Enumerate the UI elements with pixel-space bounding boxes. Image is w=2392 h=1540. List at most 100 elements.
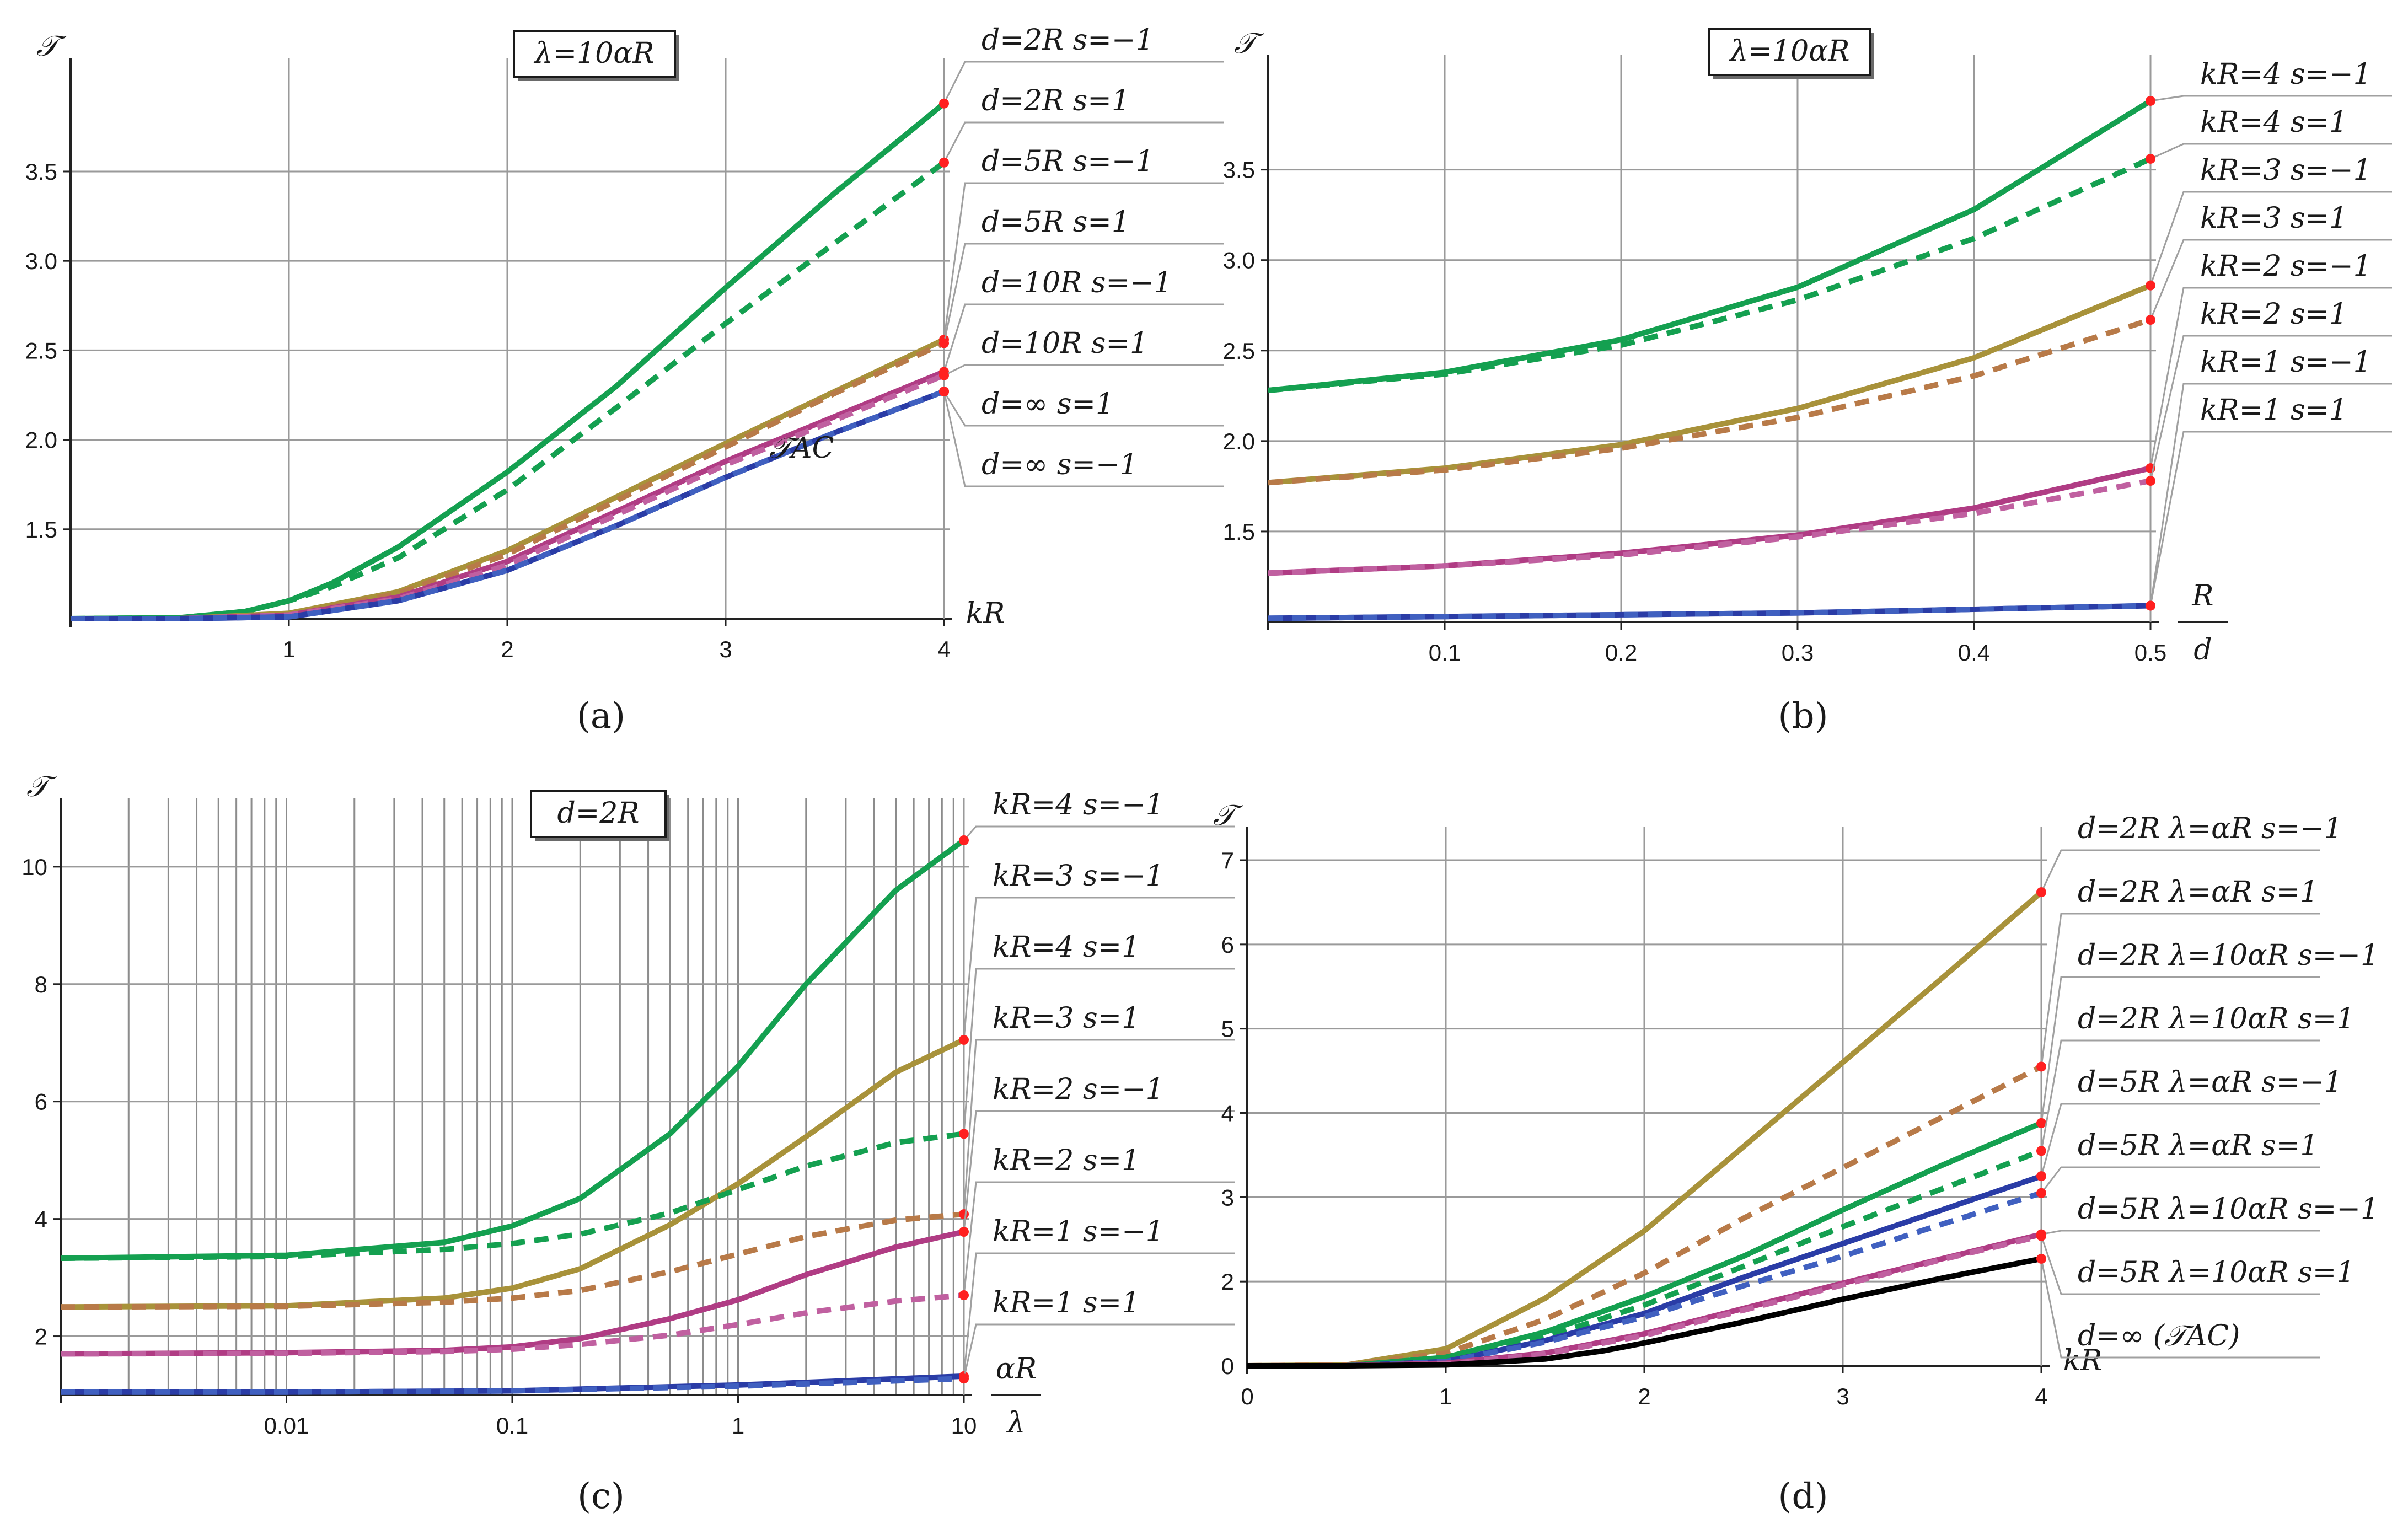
legend-label: d=2R λ=10αR s=1 [2078,1002,2355,1035]
legend-label: d=5R s=−1 [982,145,1154,178]
x-tick-label: 10 [951,1413,977,1439]
legend-label: d=2R s=1 [982,84,1130,117]
series-line-2 [1268,156,2152,393]
x-tick-label: 4 [2035,1383,2047,1409]
legend-label: kR=3 s=1 [2200,202,2347,235]
legend-label: d=10R s=1 [982,327,1148,360]
x-tick-label: 0 [1241,1383,1253,1409]
series-line-5 [60,1229,965,1357]
legend-label: d=5R s=1 [982,206,1130,239]
legend-leader-line [963,1039,1235,1215]
series-end-dot [959,1209,969,1220]
legend-label: kR=4 s=1 [993,931,1140,964]
panel-caption: (b) [1778,696,1828,737]
legend-leader-line [963,1323,1235,1379]
x-tick-label: 0.2 [1605,640,1637,666]
chart-title: d=2R [557,797,639,830]
legend-leader-line [943,303,1224,372]
y-tick-label: 8 [35,972,47,997]
legend-label: kR=2 s=1 [993,1144,1140,1177]
series-end-dot [959,1034,969,1045]
x-tick-label: 4 [937,636,950,662]
legend-label: d=2R λ=αR s=1 [2078,876,2318,909]
series-end-dot [959,1373,969,1384]
x-tick-label: 0.1 [1429,640,1461,666]
legend-leader-line [2040,976,2320,1124]
legend-label: d=10R s=−1 [982,266,1172,299]
y-tick-label: 3.0 [25,248,57,274]
series-end-dot [939,157,949,168]
legend-leader-line [963,968,1235,1134]
series-lines [1268,98,2152,621]
series-line-1 [1268,98,2152,393]
legend-label: kR=4 s=−1 [2200,58,2372,91]
series-end-dot [2146,280,2155,291]
series-line-2 [70,160,946,621]
series-end-dot [2036,1061,2046,1072]
legend-leader-line [2040,1236,2320,1295]
panel-b: 0.1 0.2 0.3 0.4 0.5 1.5 2.0 2.5 3.0 3.5 𝒯 Rd λ=10αR k… [1223,27,2392,737]
series-end-dot [959,1129,969,1139]
y-tick-label: 2.0 [25,427,57,453]
series-line-8 [1268,603,2151,621]
gridlines [1268,55,2156,622]
legend-label: kR=1 s=−1 [2200,346,2372,379]
y-tick-label: 4 [1221,1101,1234,1126]
series-end-dot [2036,1253,2046,1264]
legend-label: kR=2 s=−1 [993,1073,1164,1106]
legend-label: kR=2 s=1 [2200,298,2347,331]
y-tick-label: 0 [1221,1353,1234,1379]
y-tick-label: 3.5 [1223,157,1255,183]
panel-d: 0 1 2 3 4 2 3 4 5 6 7 0 𝒯kR d=2R λ=αR s=−1 d=2R λ=αR s… [1213,799,2379,1517]
x-axis-label: kR [2063,1344,2103,1377]
y-tick-label: 6 [35,1089,47,1115]
y-tick-label: 3 [1221,1184,1234,1210]
x-tick-label: 3 [719,636,732,662]
series-line-6 [60,1292,964,1357]
y-axis-label: 𝒯 [26,770,57,803]
legend-leader-line [943,61,1224,104]
series-end-dot [2036,1188,2046,1198]
chart-title: λ=10αR [534,37,655,70]
chart-title: λ=10αR [1729,35,1850,68]
legend-label: d=∞ (𝒯AC) [2078,1319,2240,1353]
y-tick-label: 10 [22,854,47,880]
legend-label: kR=3 s=1 [993,1002,1140,1035]
legend-label: d=5R λ=αR s=−1 [2078,1066,2342,1099]
series-line-6 [1268,478,2151,576]
legend-leader-line [2149,335,2392,481]
series-end-dot [2036,887,2046,898]
x-tick-label: 1 [1439,1383,1452,1409]
legend-leader-line [963,1252,1235,1377]
panel-caption: (d) [1778,1476,1828,1517]
y-tick-label: 2.5 [1223,338,1255,364]
series-lines [1247,890,2044,1369]
panel-caption: (a) [577,696,625,737]
panel-a: 1 2 3 4 1.5 2.0 2.5 3.0 3.5 𝒯kR λ=10αR d=2R s=−1 d=2… [25,24,1224,737]
x-tick-label: 2 [501,636,513,662]
x-axis-label: kR [966,597,1005,630]
series-line-4 [1268,317,2152,486]
legend-leader-line [963,825,1235,841]
legend-label: d=∞ s=1 [982,388,1114,421]
series-lines [60,838,966,1395]
legend-leader-line [2040,1166,2320,1194]
legend-leader-line [2041,1230,2320,1236]
y-tick-label: 1.5 [1223,519,1255,545]
y-tick-label: 6 [1221,932,1234,958]
legend-leader-line [2040,913,2320,1067]
legend-label: d=5R λ=αR s=1 [2078,1129,2318,1162]
legend-leader-line [943,364,1224,377]
y-axis-label: 𝒯 [1213,799,1243,832]
y-tick-label: 3.5 [25,159,57,185]
series-end-dot [2146,600,2155,611]
legend-label: d=5R λ=10αR s=−1 [2078,1193,2379,1226]
y-tick-label: 5 [1221,1016,1234,1042]
legend-label: d=∞ s=−1 [982,448,1138,481]
legend-label: kR=1 s=−1 [993,1215,1164,1248]
legend-leader-line [2040,1039,2320,1151]
y-axis-label: 𝒯 [1234,27,1264,60]
x-tick-label: 0.5 [2134,640,2166,666]
series-line-5 [1268,465,2152,576]
